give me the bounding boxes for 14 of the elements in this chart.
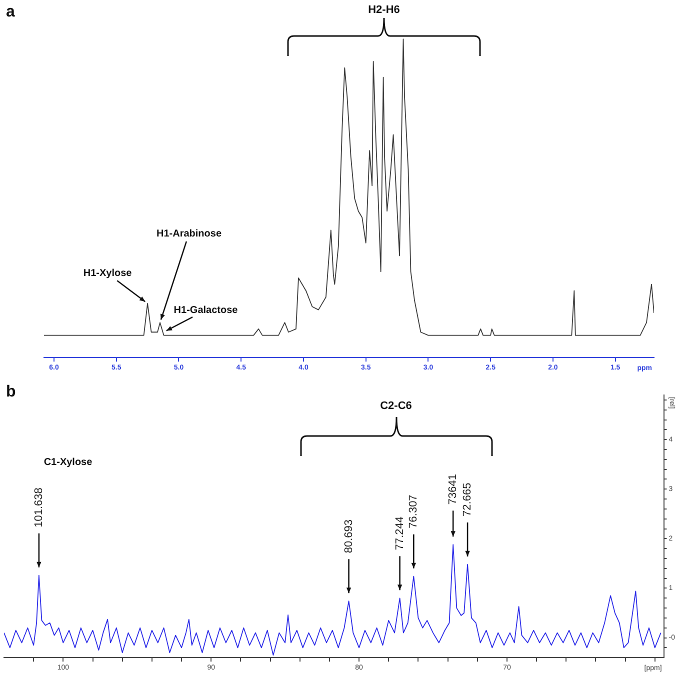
- annotation: 77.244: [394, 516, 406, 550]
- annotation: H1-Arabinose: [156, 228, 222, 240]
- annotation: 72.665: [462, 482, 474, 516]
- annotation: H1-Xylose: [83, 268, 132, 280]
- text: H2-H6: [368, 4, 400, 16]
- chart-title: a: [6, 3, 15, 20]
- chart-title: b: [6, 383, 16, 400]
- annotation: 101.638: [32, 488, 45, 528]
- annotation: 73641: [447, 474, 460, 505]
- annotation: 76.307: [408, 494, 420, 528]
- annotation: C1-Xylose: [44, 456, 93, 468]
- annotation: C2-C6: [380, 400, 412, 412]
- annotation: 80.693: [342, 519, 355, 554]
- annotation: H1-Galactose: [174, 304, 238, 316]
